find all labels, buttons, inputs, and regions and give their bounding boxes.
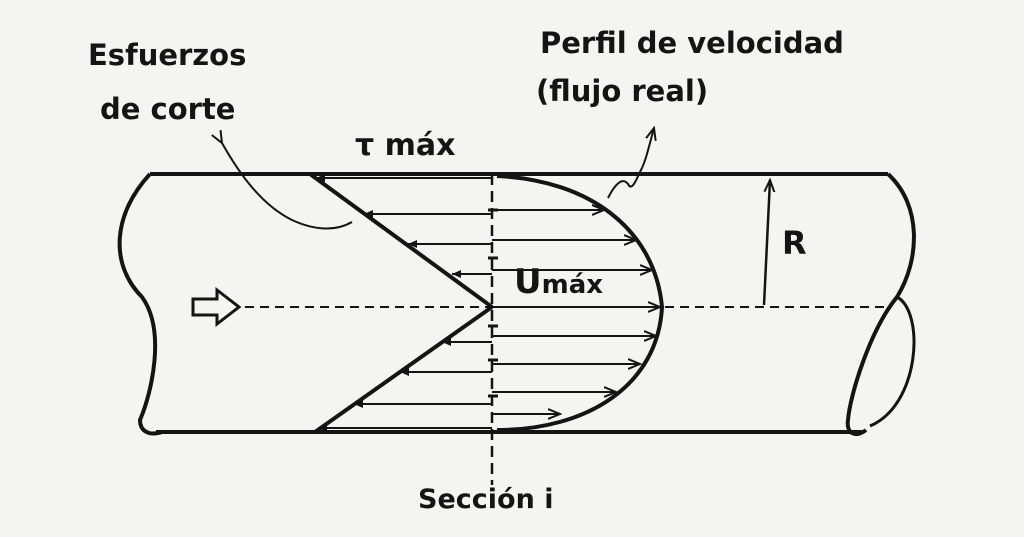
pipe-right-break bbox=[845, 172, 916, 437]
section-label: Sección i bbox=[418, 484, 554, 515]
shear-upper-boundary bbox=[308, 172, 494, 309]
u-max-symbol: U bbox=[514, 262, 542, 302]
velocity-profile-label-line1: Perfil de velocidad bbox=[540, 26, 844, 60]
u-max-subscript: máx bbox=[541, 270, 604, 300]
shear-stress-arrows bbox=[316, 174, 492, 432]
velocity-arrows bbox=[492, 210, 660, 414]
hollow-right-arrow-icon bbox=[191, 286, 242, 328]
shear-lower-boundary bbox=[313, 305, 494, 434]
pipe-right-end-ellipse bbox=[869, 295, 916, 428]
shear-label-leader bbox=[222, 143, 353, 230]
radius-arrow bbox=[762, 180, 770, 306]
u-max-label: Umáx bbox=[514, 262, 603, 302]
velocity-profile-curve bbox=[496, 174, 665, 432]
radius-label: R bbox=[782, 224, 807, 262]
pipe-left-break bbox=[117, 172, 163, 436]
profile-label-leader bbox=[607, 128, 654, 199]
tau-max-label: τ máx bbox=[355, 128, 456, 163]
shear-stress-label-line1: Esfuerzos bbox=[88, 38, 247, 72]
shear-stress-label-line2: de corte bbox=[100, 92, 236, 126]
velocity-profile-label-line2: (flujo real) bbox=[536, 74, 709, 108]
